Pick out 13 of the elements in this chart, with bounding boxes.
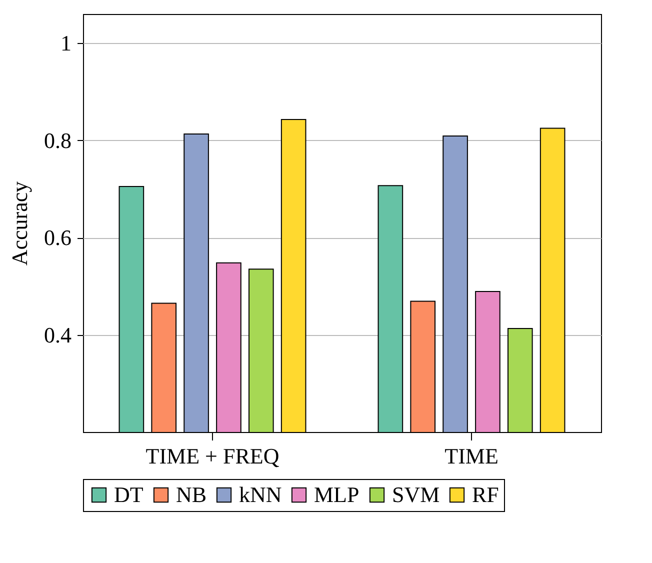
- x-tick-label: TIME + FREQ: [146, 444, 280, 468]
- y-tick-label: 0.4: [44, 322, 72, 348]
- y-tick-label: 0.8: [44, 128, 72, 153]
- legend-label: kNN: [239, 482, 282, 507]
- y-tick-label: 1: [60, 30, 72, 56]
- y-axis-title: Accuracy: [7, 181, 32, 266]
- x-tick-label: TIME: [444, 444, 498, 468]
- legend-label: RF: [472, 482, 499, 507]
- y-tick-label: 0.6: [44, 225, 72, 250]
- legend-label: MLP: [314, 482, 360, 507]
- legend-label: NB: [176, 482, 207, 507]
- legend-label: DT: [114, 482, 144, 507]
- legend-label: SVM: [392, 482, 440, 507]
